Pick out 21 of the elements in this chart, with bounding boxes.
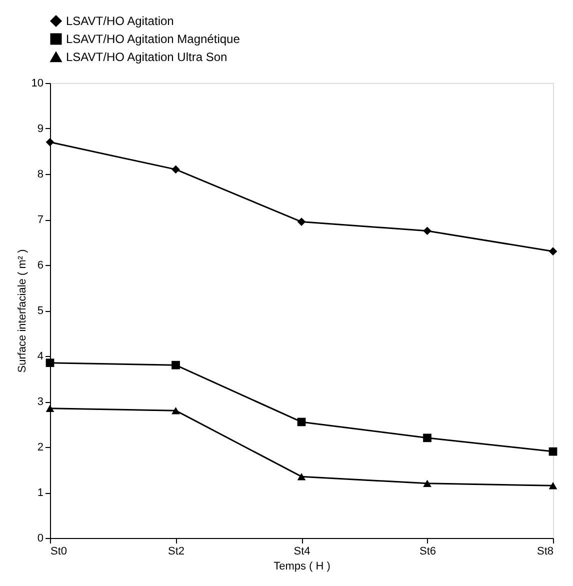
- y-tick-label: 0: [37, 532, 44, 544]
- y-tick-label: 5: [37, 305, 44, 317]
- y-tick-label: 4: [37, 350, 44, 362]
- legend-label: LSAVT/HO Agitation Ultra Son: [66, 50, 228, 64]
- x-tick-label: St6: [419, 546, 436, 558]
- y-axis-title: Surface interfaciale ( m² ): [16, 249, 28, 373]
- x-tick-label: St4: [294, 546, 310, 558]
- y-tick-label: 8: [37, 168, 44, 180]
- x-tick-label: St0: [50, 546, 68, 558]
- x-tick-label: St2: [168, 546, 185, 558]
- x-tick-label: St8: [536, 546, 554, 558]
- x-axis-title: Temps ( H ): [274, 560, 330, 572]
- legend-label: LSAVT/HO Agitation Magnétique: [66, 32, 240, 46]
- y-tick-label: 9: [37, 123, 44, 135]
- y-tick-label: 1: [37, 487, 44, 499]
- y-tick-label: 6: [37, 260, 44, 272]
- y-tick-label: 7: [37, 214, 44, 226]
- legend-label: LSAVT/HO Agitation: [66, 14, 174, 28]
- y-tick-label: 2: [37, 442, 44, 454]
- y-tick-label: 3: [37, 396, 44, 408]
- y-tick-label: 10: [31, 78, 44, 90]
